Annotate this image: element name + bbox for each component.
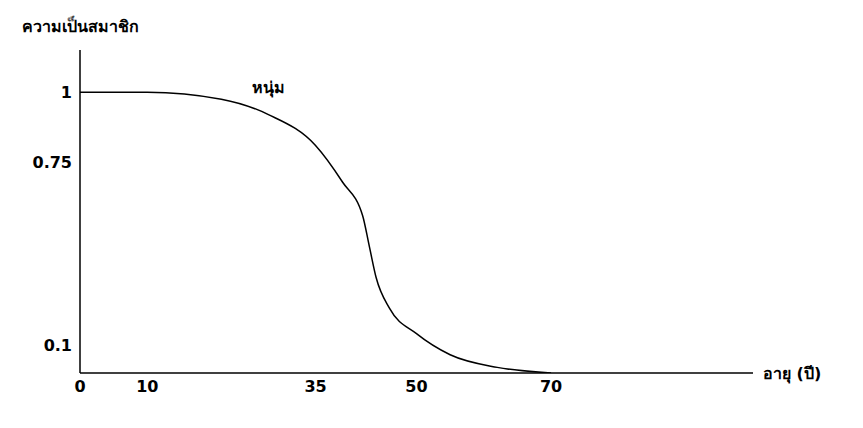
svg-text:อายุ (ปี): อายุ (ปี): [763, 364, 821, 384]
svg-text:0.1: 0.1: [44, 336, 72, 355]
svg-text:หนุ่ม: หนุ่ม: [252, 78, 285, 98]
svg-text:ความเป็นสมาชิก: ความเป็นสมาชิก: [22, 15, 139, 36]
svg-text:35: 35: [304, 377, 326, 396]
svg-text:50: 50: [405, 377, 427, 396]
svg-text:10: 10: [136, 377, 158, 396]
svg-text:70: 70: [540, 377, 562, 396]
svg-text:1: 1: [61, 83, 72, 102]
svg-text:0: 0: [74, 377, 85, 396]
svg-text:0.75: 0.75: [33, 153, 72, 172]
